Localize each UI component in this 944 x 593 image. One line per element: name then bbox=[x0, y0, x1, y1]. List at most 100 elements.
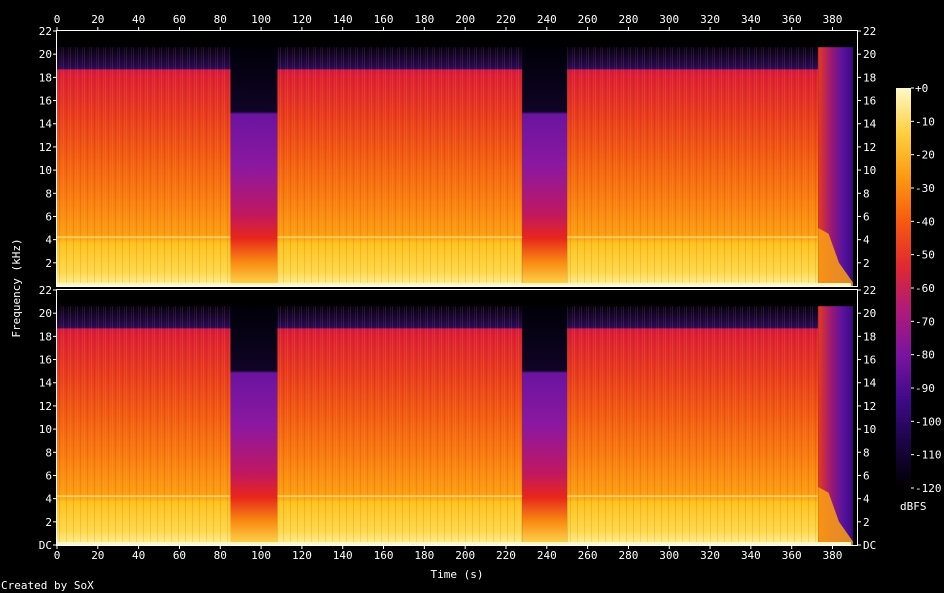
y-axis-label: Frequency (kHz) bbox=[10, 238, 23, 337]
x-tick-label-bottom: 20 bbox=[91, 549, 104, 562]
x-tick-label-bottom: 380 bbox=[823, 549, 843, 562]
spectrogram-channel-1 bbox=[57, 31, 857, 287]
x-axis-label: Time (s) bbox=[431, 568, 484, 581]
panel-frame-lower bbox=[56, 289, 858, 546]
x-tick-label-top: 20 bbox=[91, 13, 104, 26]
colorbar-tick-label: -60 bbox=[915, 282, 935, 295]
x-tick-label-bottom: 320 bbox=[700, 549, 720, 562]
y-tick-label-left: 10 bbox=[39, 423, 52, 436]
y-tick-label-left: 18 bbox=[39, 330, 52, 343]
y-tick-label-left: 14 bbox=[39, 118, 53, 131]
x-tick-label-top: 340 bbox=[741, 13, 761, 26]
band-edge bbox=[57, 236, 231, 239]
x-tick-label-top: 380 bbox=[823, 13, 843, 26]
y-tick-label-left: 2 bbox=[45, 516, 52, 529]
segment-texture bbox=[277, 47, 523, 287]
colorbar-label: dBFS bbox=[900, 500, 927, 513]
y-tick-label-left: 22 bbox=[39, 284, 52, 297]
x-tick-label-bottom: 120 bbox=[292, 549, 312, 562]
fade-low-band bbox=[818, 228, 853, 286]
y-tick-label-left: 20 bbox=[39, 307, 52, 320]
x-tick-label-bottom: 200 bbox=[455, 549, 475, 562]
x-tick-label-bottom: 280 bbox=[618, 549, 638, 562]
colorbar-strip bbox=[896, 88, 911, 488]
segment-quiet-1 bbox=[230, 47, 278, 287]
y-tick-label-left: 8 bbox=[45, 187, 52, 200]
x-tick-label-top: 40 bbox=[132, 13, 145, 26]
x-tick-label-bottom: 80 bbox=[214, 549, 227, 562]
band-edge bbox=[567, 236, 819, 239]
x-tick-label-top: 140 bbox=[333, 13, 353, 26]
y-tick-label-right: 16 bbox=[863, 354, 876, 367]
x-tick-label-bottom: 340 bbox=[741, 549, 761, 562]
x-tick-label-bottom: 140 bbox=[333, 549, 353, 562]
x-tick-label-top: 100 bbox=[251, 13, 271, 26]
x-tick-label-top: 80 bbox=[214, 13, 227, 26]
segment-quiet-3 bbox=[522, 306, 568, 545]
y-tick-label-left: 22 bbox=[39, 25, 52, 38]
y-tick-label-right: 18 bbox=[863, 71, 876, 84]
y-tick-label-left: 16 bbox=[39, 95, 52, 108]
colorbar-tick-label: -20 bbox=[915, 149, 935, 162]
y-tick-label-right: 22 bbox=[863, 284, 876, 297]
y-tick-label-right: DC bbox=[863, 539, 876, 552]
colorbar-tick-label: -50 bbox=[915, 249, 935, 262]
y-tick-label-right: 22 bbox=[863, 25, 876, 38]
x-tick-label-bottom: 100 bbox=[251, 549, 271, 562]
x-tick-label-bottom: 260 bbox=[578, 549, 598, 562]
segment-quiet-1 bbox=[230, 306, 278, 545]
y-tick-label-left: 14 bbox=[39, 377, 53, 390]
x-tick-label-top: 240 bbox=[537, 13, 557, 26]
band-edge bbox=[277, 236, 523, 239]
segment-quiet-3 bbox=[522, 47, 568, 287]
colorbar-tick-label: -120 bbox=[915, 482, 942, 495]
y-tick-label-right: 4 bbox=[863, 234, 870, 247]
x-tick-label-bottom: 160 bbox=[374, 549, 394, 562]
y-tick-label-right: 14 bbox=[863, 118, 877, 131]
y-tick-label-right: 6 bbox=[863, 469, 870, 482]
y-tick-label-left: 18 bbox=[39, 71, 52, 84]
x-tick-label-top: 280 bbox=[618, 13, 638, 26]
y-tick-label-right: 12 bbox=[863, 141, 876, 154]
colorbar-tick-label: -40 bbox=[915, 215, 935, 228]
y-tick-label-right: 4 bbox=[863, 493, 870, 506]
y-tick-label-right: 8 bbox=[863, 187, 870, 200]
x-tick-label-top: 220 bbox=[496, 13, 516, 26]
segment-texture bbox=[277, 306, 523, 545]
x-tick-label-bottom: 0 bbox=[54, 549, 61, 562]
band-edge bbox=[567, 495, 819, 498]
y-tick-label-left: 16 bbox=[39, 354, 52, 367]
colorbar-tick-label: +0 bbox=[915, 82, 928, 95]
y-tick-label-right: 18 bbox=[863, 330, 876, 343]
x-tick-label-top: 200 bbox=[455, 13, 475, 26]
y-tick-label-right: 12 bbox=[863, 400, 876, 413]
dc-line bbox=[57, 283, 851, 286]
y-tick-label-right: 10 bbox=[863, 164, 876, 177]
colorbar-tick-label: -70 bbox=[915, 315, 935, 328]
y-tick-label-left: 8 bbox=[45, 446, 52, 459]
colorbar: +0 -10 -20 -30 -40 -50 -60 -70 -80 -90 -100 -110 -12… bbox=[896, 82, 942, 495]
y-tick-label-left: DC bbox=[39, 539, 52, 552]
segment-texture bbox=[57, 47, 231, 287]
segment-texture bbox=[57, 306, 231, 545]
footer-credit: Created by SoX bbox=[1, 579, 94, 592]
y-tick-label-right: 2 bbox=[863, 516, 870, 529]
y-tick-label-left: 4 bbox=[45, 493, 52, 506]
band-edge bbox=[57, 495, 231, 498]
colorbar-tick-label: -90 bbox=[915, 382, 935, 395]
x-tick-label-bottom: 60 bbox=[173, 549, 186, 562]
x-tick-label-top: 300 bbox=[659, 13, 679, 26]
y-tick-label-right: 14 bbox=[863, 377, 877, 390]
x-tick-label-top: 160 bbox=[374, 13, 394, 26]
x-tick-label-top: 260 bbox=[578, 13, 598, 26]
band-edge bbox=[277, 495, 523, 498]
x-tick-label-top: 60 bbox=[173, 13, 186, 26]
x-tick-label-top: 320 bbox=[700, 13, 720, 26]
panel-frame-upper bbox=[56, 30, 858, 287]
x-tick-label-top: 120 bbox=[292, 13, 312, 26]
x-tick-label-top: 360 bbox=[782, 13, 802, 26]
x-tick-label-bottom: 180 bbox=[414, 549, 434, 562]
y-tick-label-left: 2 bbox=[45, 257, 52, 270]
y-tick-label-left: 12 bbox=[39, 141, 52, 154]
y-tick-label-left: 6 bbox=[45, 469, 52, 482]
